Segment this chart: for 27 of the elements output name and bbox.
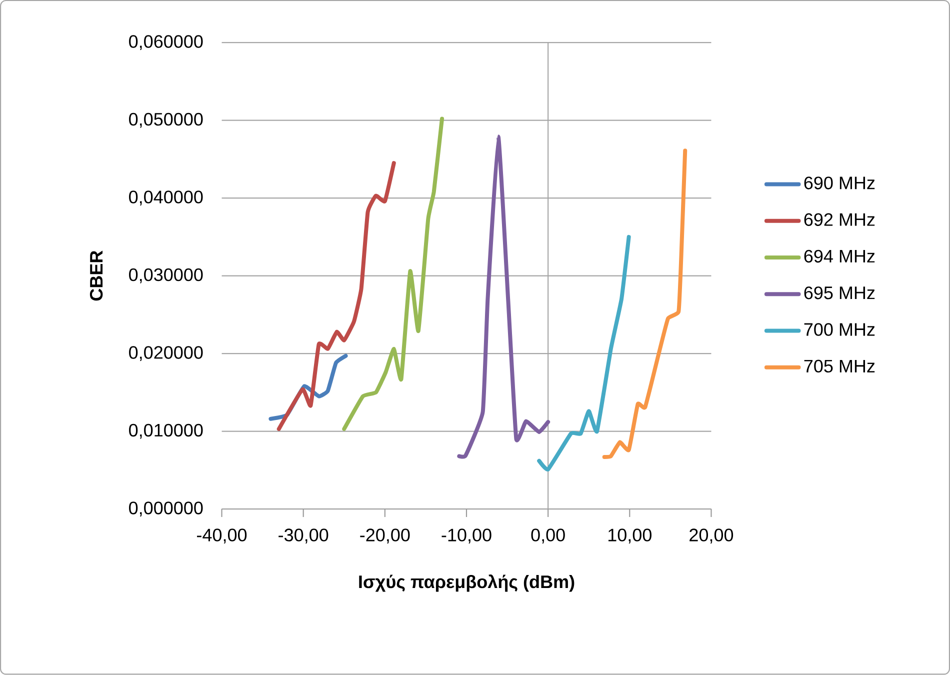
x-tick-label: -40,00 — [197, 528, 247, 544]
y-tick-label: 0,060000 — [129, 35, 203, 50]
line-series — [537, 235, 631, 472]
line-series — [457, 134, 550, 458]
x-tick-label: 10,00 — [608, 528, 652, 544]
x-tick-label: 20,00 — [690, 528, 734, 544]
line-series — [342, 116, 444, 432]
legend-label: 694 MHz — [804, 250, 875, 263]
x-tick-label: 0,00 — [531, 528, 565, 544]
y-tick-label: 0,000000 — [129, 502, 203, 517]
legend-label: 695 MHz — [804, 286, 875, 300]
y-axis-title: CBER — [90, 250, 103, 301]
x-tick-label: -20,00 — [360, 528, 410, 544]
x-tick-label: -30,00 — [278, 528, 328, 544]
line-series — [276, 161, 396, 432]
legend-label: 700 MHz — [804, 323, 875, 336]
y-tick-label: 0,030000 — [129, 268, 203, 284]
x-tick-label: -10,00 — [442, 528, 492, 544]
y-tick-label: 0,040000 — [129, 190, 203, 206]
y-tick-label: 0,050000 — [129, 113, 203, 128]
y-tick-label: 0,010000 — [129, 424, 203, 439]
x-axis-title: Ισχύς παρεμβολής (dBm) — [359, 574, 574, 592]
legend-label: 692 MHz — [804, 213, 875, 226]
line-series — [602, 148, 688, 460]
legend-label: 705 MHz — [804, 360, 875, 373]
y-tick-label: 0,020000 — [129, 346, 203, 362]
legend-label: 690 MHz — [804, 176, 875, 190]
